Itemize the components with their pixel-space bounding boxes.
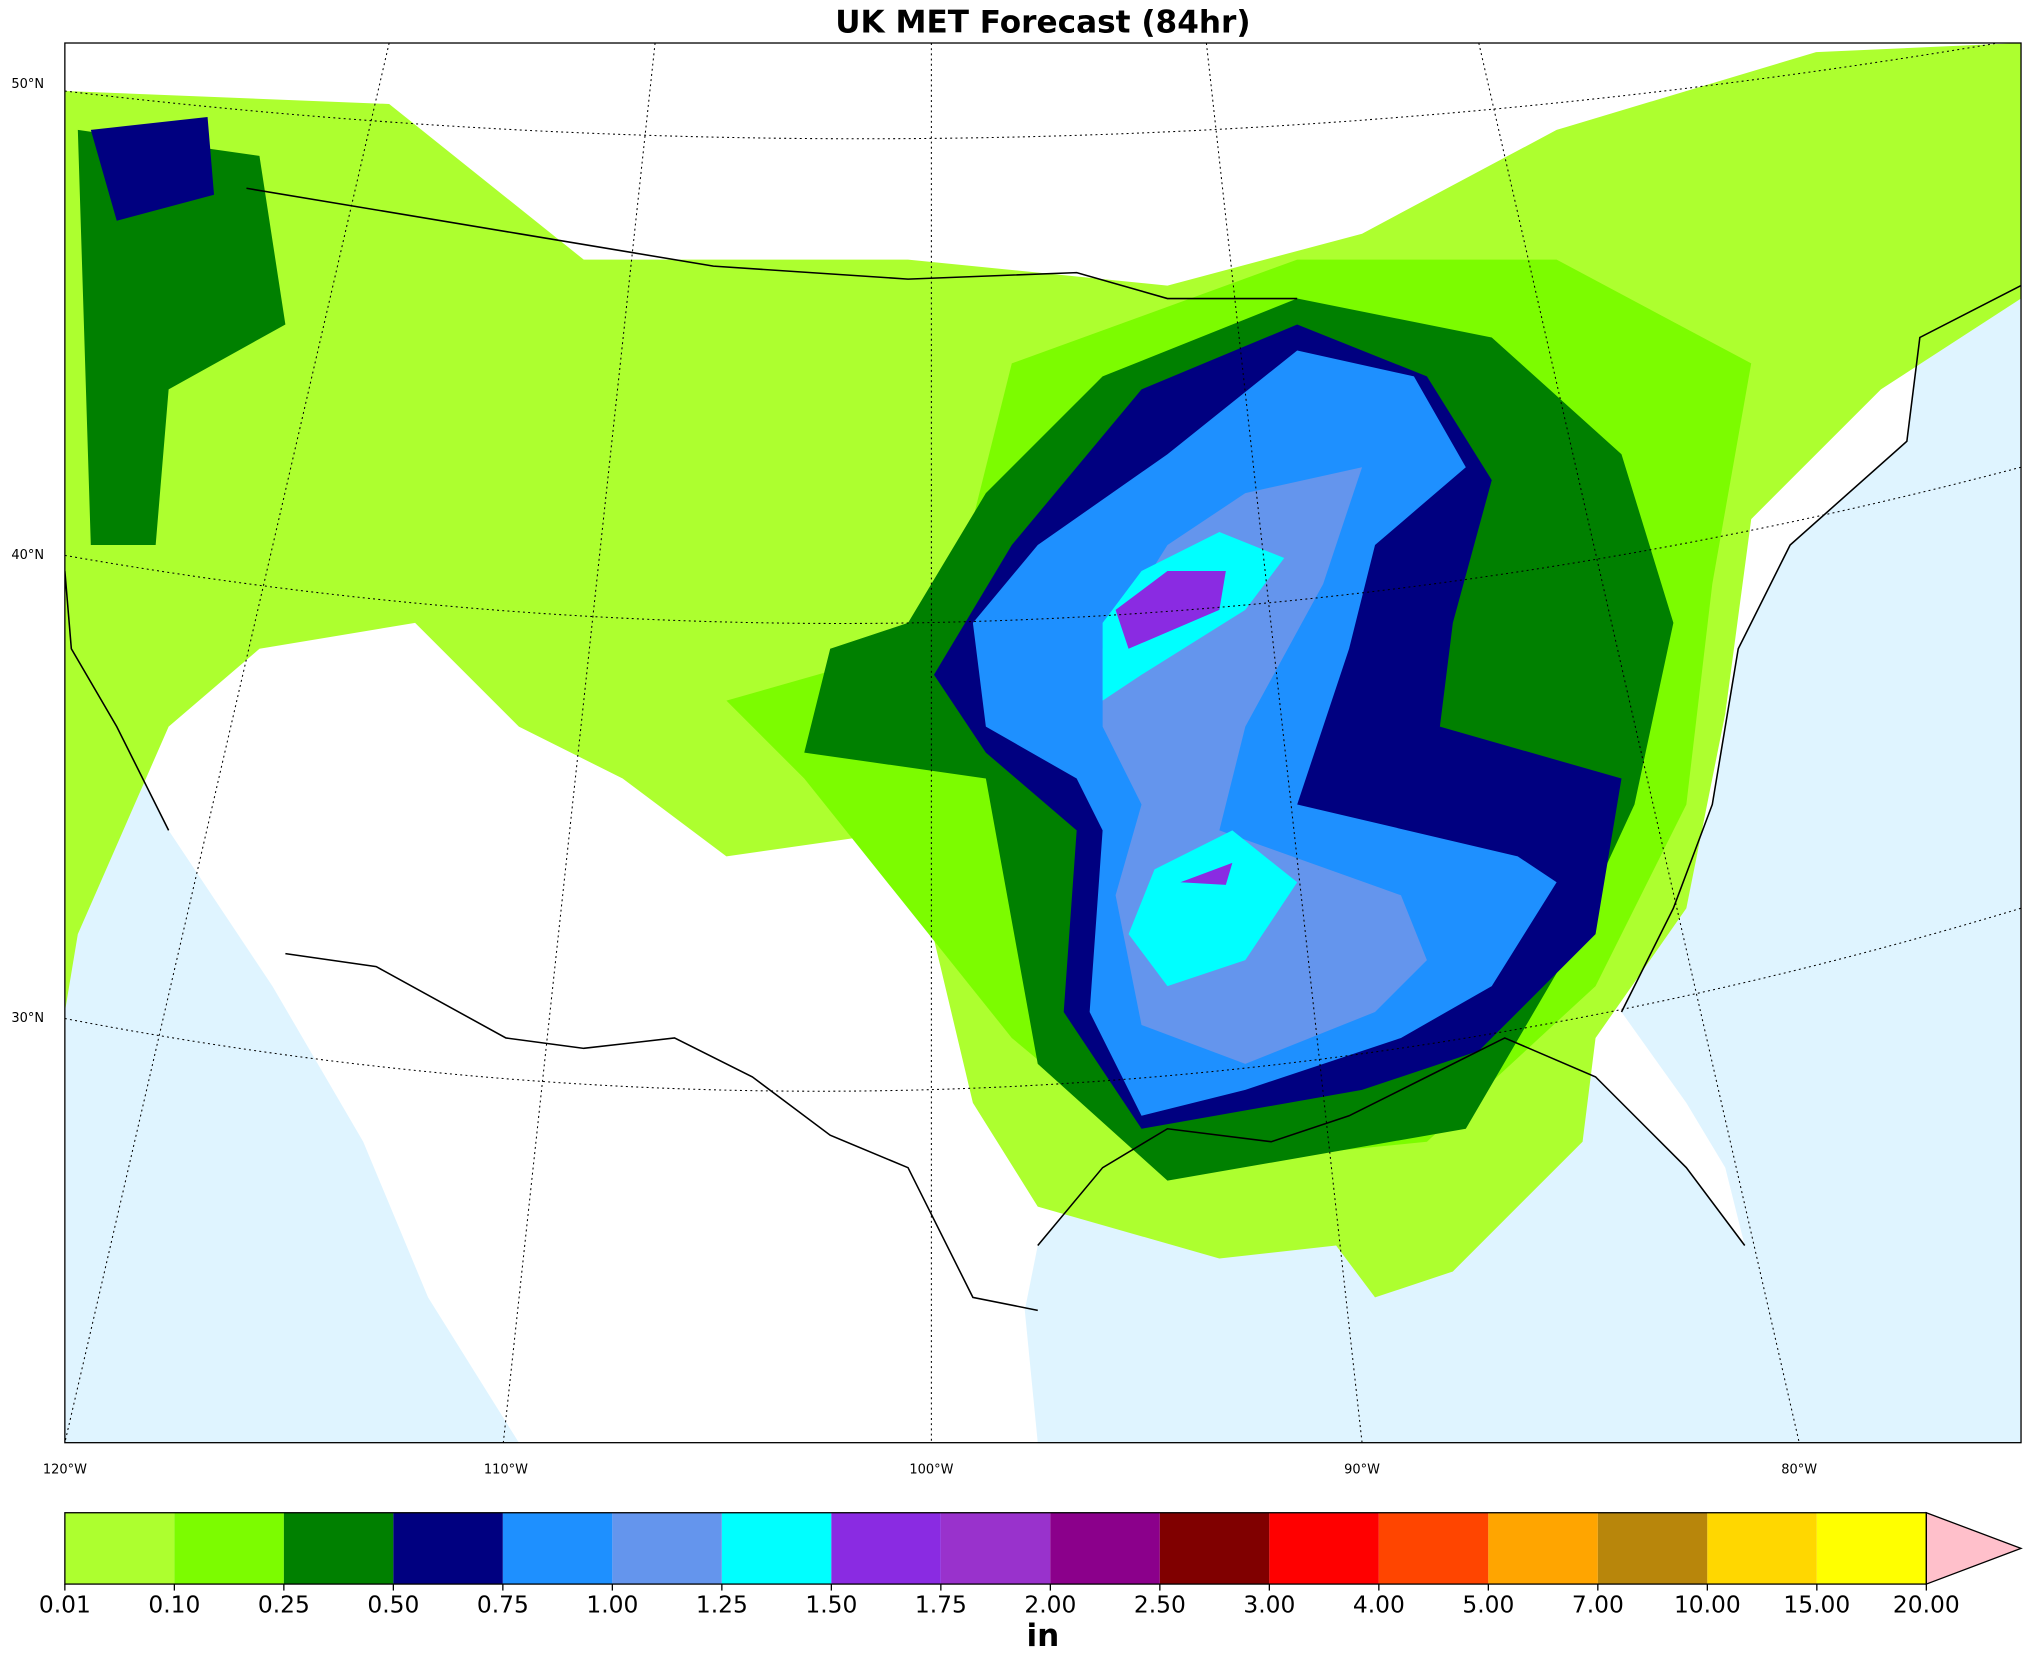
title: UK MET Forecast (84hr)	[835, 5, 1250, 41]
colorbar-segment	[1378, 1512, 1489, 1585]
colorbar-segment	[502, 1512, 613, 1585]
coastline	[64, 570, 170, 831]
colorbar-label: in	[1027, 1618, 1060, 1654]
colorbar-tick-label: 15.00	[1783, 1591, 1850, 1619]
lon-label: 110°W	[484, 1462, 528, 1477]
colorbar-tick-label: 1.50	[805, 1591, 857, 1619]
colorbar-segment	[174, 1512, 284, 1585]
colorbar-segment	[721, 1512, 832, 1585]
coastline	[1620, 284, 2022, 1013]
colorbar-segment	[940, 1512, 1051, 1585]
colorbar-tick-label: 7.00	[1572, 1591, 1624, 1619]
colorbar-tick-label: 1.25	[696, 1591, 748, 1619]
colorbar-tick-label: 0.25	[258, 1591, 310, 1619]
lat-label: 40°N	[11, 548, 44, 563]
colorbar-segment	[1597, 1512, 1708, 1585]
colorbar: 0.01 0.10 0.25 0.50 0.75 1.00 1.25 1.50 1.75 2.00…	[39, 1511, 2023, 1619]
lon-label: 90°W	[1344, 1462, 1380, 1477]
graticule-labels: 50°N 40°N 30°N 120°W 110°W 100°W 90°W 80°W	[11, 77, 1817, 1477]
coastline	[1037, 1037, 1746, 1247]
colorbar-tick-label: 5.00	[1462, 1591, 1514, 1619]
boundaries	[64, 187, 2022, 1312]
precip-area	[1128, 830, 1298, 987]
colorbar-tick-label: 20.00	[1893, 1591, 1960, 1619]
colorbar-tick-label: 1.00	[586, 1591, 638, 1619]
colorbar-tick-label: 0.01	[39, 1591, 91, 1619]
lat-label: 50°N	[11, 77, 44, 92]
colorbar-segment	[1269, 1512, 1379, 1585]
lat-label: 30°N	[11, 1011, 44, 1026]
colorbar-tick-label: 0.50	[367, 1591, 419, 1619]
precip-areas	[64, 43, 2022, 1298]
colorbar-tick-label: 1.75	[915, 1591, 967, 1619]
lon-label: 100°W	[909, 1462, 953, 1477]
colorbar-segment	[1488, 1512, 1598, 1585]
colorbar-segment	[831, 1512, 941, 1585]
graticule	[64, 43, 2022, 1443]
border	[246, 187, 1298, 300]
colorbar-tick-label: 2.50	[1134, 1591, 1186, 1619]
colorbar-segment	[1816, 1512, 1927, 1585]
colorbar-frame	[64, 1512, 1927, 1585]
colorbar-extend	[1925, 1511, 2023, 1586]
colorbar-tick-label: 4.00	[1353, 1591, 1405, 1619]
colorbar-segment	[1159, 1512, 1270, 1585]
colorbar-tick-label: 2.00	[1024, 1591, 1076, 1619]
lon-label: 120°W	[43, 1462, 87, 1477]
colorbar-segment	[283, 1512, 394, 1585]
colorbar-tick-label: 3.00	[1243, 1591, 1295, 1619]
precip-area	[1180, 862, 1233, 885]
map	[64, 43, 2022, 1443]
border	[285, 952, 1038, 1312]
colorbar-segment	[612, 1512, 722, 1585]
colorbar-tick-label: 10.00	[1674, 1591, 1741, 1619]
colorbar-tick-label: 0.75	[477, 1591, 529, 1619]
colorbar-segment	[64, 1512, 175, 1585]
precip-area	[77, 129, 286, 546]
colorbar-tick-label: 0.10	[148, 1591, 200, 1619]
map-frame	[64, 42, 2022, 1444]
colorbar-segment	[1707, 1512, 1817, 1585]
precip-area	[90, 116, 215, 221]
colorbar-segment	[393, 1512, 503, 1585]
precip-area	[1115, 570, 1226, 649]
lon-label: 80°W	[1781, 1462, 1817, 1477]
colorbar-segment	[1050, 1512, 1160, 1585]
